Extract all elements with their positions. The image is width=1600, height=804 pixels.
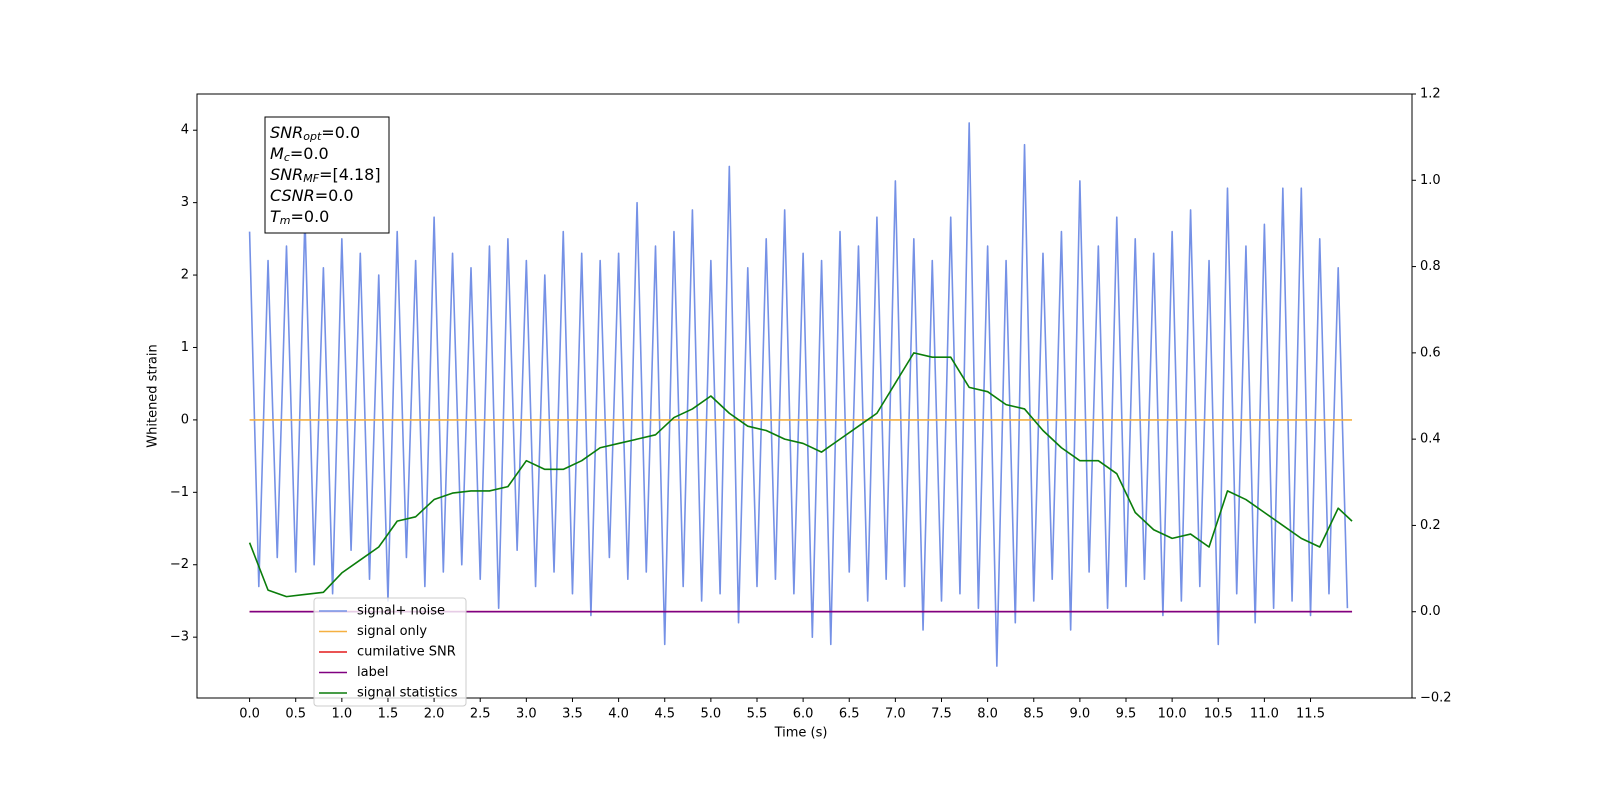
y2-tick-label: 0.6 [1420, 345, 1441, 360]
annotation-line: SNRopt=0.0 [270, 123, 360, 144]
annotation-symbol: SNR [270, 165, 303, 184]
x-tick-label: 9.0 [1070, 707, 1091, 722]
annotation-value: =[4.18] [319, 165, 381, 184]
annotation-symbol: CSNR [270, 186, 315, 205]
x-tick-label: 11.0 [1250, 707, 1279, 722]
x-tick-label: 4.0 [608, 707, 629, 722]
x-tick-label: 7.0 [885, 707, 906, 722]
legend-label: cumilative SNR [357, 645, 456, 660]
annotation-value: =0.0 [315, 186, 354, 205]
legend-frame [313, 597, 467, 707]
series-line [248, 352, 1353, 598]
x-tick-label: 8.0 [977, 707, 998, 722]
x-tick-label: 2.5 [470, 707, 491, 722]
x-tick-label: 2.0 [424, 707, 445, 722]
series-line [248, 122, 1349, 667]
x-tick-label: 6.0 [793, 707, 814, 722]
annotation-subscript: MF [303, 172, 319, 185]
legend-label: signal statistics [357, 686, 458, 701]
annotation-subscript: c [284, 151, 290, 164]
y-tick-label: −1 [170, 485, 189, 500]
x-tick-label: 8.5 [1023, 707, 1044, 722]
y-tick-label: 1 [181, 340, 189, 355]
y2-tick-label: −0.2 [1420, 691, 1452, 706]
annotation-line: Tm=0.0 [270, 207, 329, 228]
x-tick-label: 10.5 [1204, 707, 1233, 722]
annotation-symbol: SNR [270, 123, 303, 142]
x-tick-label: 0.0 [239, 707, 260, 722]
annotation-line: Mc=0.0 [270, 144, 329, 165]
x-tick-label: 10.0 [1158, 707, 1187, 722]
y-tick-label: 3 [181, 195, 189, 210]
x-tick-label: 5.0 [701, 707, 722, 722]
annotation-symbol: M [270, 144, 284, 163]
legend-label: signal+ noise [357, 604, 445, 619]
axes-frame [196, 93, 1413, 699]
x-axis-label: Time (s) [774, 726, 828, 741]
x-tick-label: 11.5 [1296, 707, 1325, 722]
annotation-box: SNRopt=0.0Mc=0.0SNRMF=[4.18]CSNR=0.0Tm=0… [264, 116, 390, 234]
y2-tick-label: 0.0 [1420, 604, 1441, 619]
x-tick-label: 6.5 [839, 707, 860, 722]
y2-tick-label: 1.0 [1420, 173, 1441, 188]
annotation-symbol: T [270, 207, 281, 226]
annotation-line: CSNR=0.0 [270, 186, 354, 205]
legend-label: label [357, 665, 388, 680]
legend: signal+ noise signal only cumilative SNR la… [313, 597, 467, 707]
y-tick-label: −3 [170, 630, 189, 645]
legend-label: signal only [357, 624, 427, 639]
y2-tick-label: 1.2 [1420, 87, 1441, 102]
annotation-value: =0.0 [290, 144, 329, 163]
x-tick-label: 3.0 [516, 707, 537, 722]
x-tick-label: 7.5 [931, 707, 952, 722]
x-tick-label: 4.5 [654, 707, 675, 722]
x-tick-label: 3.5 [562, 707, 583, 722]
annotation-subscript: opt [303, 130, 322, 143]
annotation-value: =0.0 [321, 123, 360, 142]
y-tick-label: 0 [181, 412, 189, 427]
y-tick-label: −2 [170, 557, 189, 572]
y-tick-label: 4 [181, 123, 189, 138]
annotation-value: =0.0 [291, 207, 330, 226]
y2-tick-label: 0.4 [1420, 432, 1441, 447]
y-axis-label: Whitened strain [146, 344, 161, 447]
x-tick-label: 5.5 [747, 707, 768, 722]
y2-tick-label: 0.2 [1420, 518, 1441, 533]
x-tick-label: 0.5 [285, 707, 306, 722]
annotation-line: SNRMF=[4.18] [270, 165, 381, 186]
annotation-frame [264, 116, 390, 234]
x-tick-label: 9.5 [1116, 707, 1137, 722]
y2-tick-label: 0.8 [1420, 259, 1441, 274]
x-tick-label: 1.0 [331, 707, 352, 722]
y-tick-label: 2 [181, 268, 189, 283]
annotation-subscript: m [280, 214, 291, 227]
x-tick-label: 1.5 [378, 707, 399, 722]
